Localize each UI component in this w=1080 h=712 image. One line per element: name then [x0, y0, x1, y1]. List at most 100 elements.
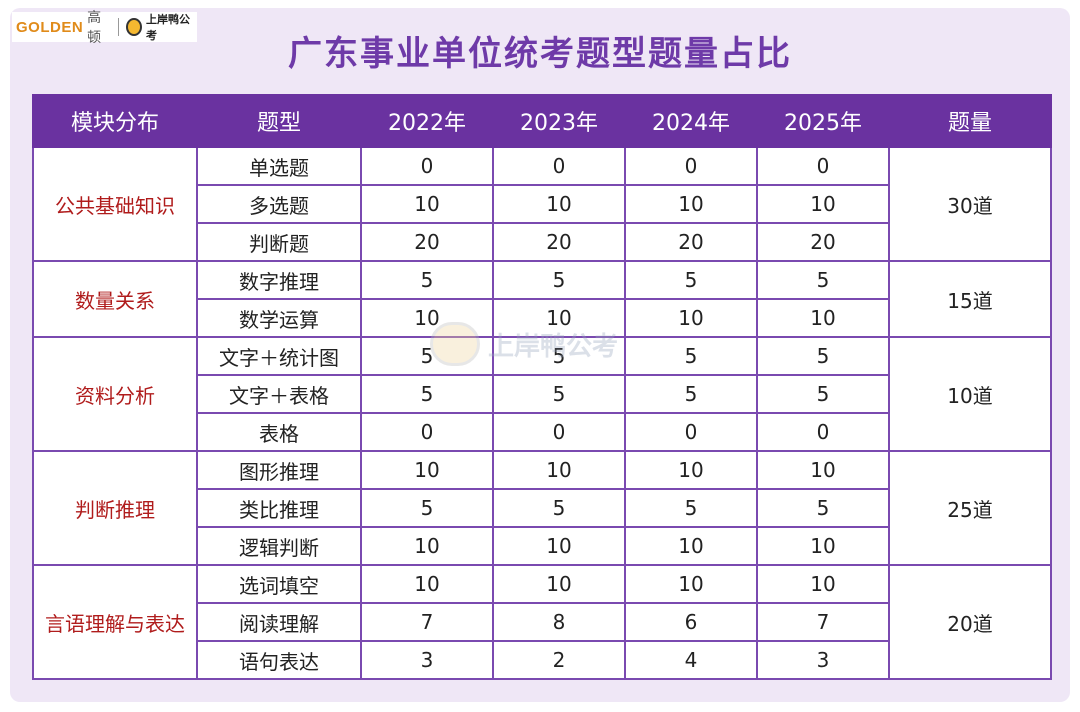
year-count-cell: 0: [360, 412, 494, 452]
year-count-cell: 20: [624, 222, 758, 262]
year-count-cell: 0: [492, 146, 626, 186]
question-type-cell: 单选题: [196, 146, 362, 186]
year-count-cell: 10: [624, 450, 758, 490]
year-count-cell: 5: [624, 374, 758, 414]
table-row: 数量关系 数字推理 5 5 5 5 15道: [32, 260, 1052, 338]
year-count-cell: 0: [756, 412, 890, 452]
year-count-cell: 5: [624, 336, 758, 376]
year-count-cell: 10: [360, 564, 494, 604]
question-type-cell: 图形推理: [196, 450, 362, 490]
year-count-cell: 5: [492, 336, 626, 376]
year-count-cell: 5: [360, 374, 494, 414]
duck-logo-icon: [125, 18, 142, 36]
header-type: 题型: [196, 94, 362, 148]
year-count-cell: 5: [360, 488, 494, 528]
year-count-cell: 5: [756, 488, 890, 528]
header-module: 模块分布: [32, 94, 198, 148]
table-row: 数学运算 10 10 10 10: [33, 298, 1051, 338]
table-row: 阅读理解 7 8 6 7: [33, 602, 1051, 642]
total-cell: 30道: [888, 146, 1052, 262]
year-count-cell: 6: [624, 602, 758, 642]
year-count-cell: 10: [624, 298, 758, 338]
table-row: 语句表达 3 2 4 3: [33, 640, 1051, 680]
year-count-cell: 5: [756, 374, 890, 414]
table-header-row: 模块分布 题型 2022年 2023年 2024年 2025年 题量: [32, 94, 1052, 148]
table-row: 文字＋表格 5 5 5 5: [33, 374, 1051, 414]
logo-brand: GOLDEN: [16, 18, 84, 36]
page-title: 广东事业单位统考题型题量占比: [288, 34, 792, 74]
logo-separator: [118, 18, 119, 36]
table-row: 类比推理 5 5 5 5: [33, 488, 1051, 528]
year-count-cell: 5: [624, 488, 758, 528]
total-cell: 10道: [888, 336, 1052, 452]
year-count-cell: 5: [360, 260, 494, 300]
module-cell: 资料分析: [32, 336, 198, 452]
question-type-cell: 判断题: [196, 222, 362, 262]
year-count-cell: 0: [624, 146, 758, 186]
question-type-cell: 文字＋表格: [196, 374, 362, 414]
table-row: 逻辑判断 10 10 10 10: [33, 526, 1051, 566]
header-2022: 2022年: [360, 94, 494, 148]
year-count-cell: 20: [492, 222, 626, 262]
total-cell: 15道: [888, 260, 1052, 338]
module-cell: 公共基础知识: [32, 146, 198, 262]
table-row: 公共基础知识 单选题 0 0 0 0 30道: [32, 146, 1052, 262]
question-type-cell: 数字推理: [196, 260, 362, 300]
year-count-cell: 8: [492, 602, 626, 642]
table-row: 判断推理 图形推理 10 10 10 10 25道: [32, 450, 1052, 566]
year-count-cell: 10: [756, 450, 890, 490]
header-total: 题量: [888, 94, 1052, 148]
logo-brand-cn: 高顿: [87, 10, 102, 46]
question-type-cell: 表格: [196, 412, 362, 452]
table-row: 表格 0 0 0 0: [33, 412, 1051, 452]
question-type-cell: 语句表达: [196, 640, 362, 680]
question-type-cell: 阅读理解: [196, 602, 362, 642]
total-cell: 25道: [888, 450, 1052, 566]
question-type-cell: 数学运算: [196, 298, 362, 338]
module-cell: 言语理解与表达: [32, 564, 198, 680]
question-type-cell: 文字＋统计图: [196, 336, 362, 376]
year-count-cell: 10: [360, 450, 494, 490]
year-count-cell: 10: [492, 184, 626, 224]
year-count-cell: 20: [756, 222, 890, 262]
year-count-cell: 4: [624, 640, 758, 680]
question-table: 模块分布 题型 2022年 2023年 2024年 2025年 题量 公共基础知…: [32, 94, 1052, 680]
module-cell: 判断推理: [32, 450, 198, 566]
year-count-cell: 10: [624, 184, 758, 224]
year-count-cell: 0: [756, 146, 890, 186]
table-row: 多选题 10 10 10 10: [33, 184, 1051, 224]
year-count-cell: 7: [360, 602, 494, 642]
year-count-cell: 2: [492, 640, 626, 680]
year-count-cell: 5: [624, 260, 758, 300]
year-count-cell: 5: [492, 260, 626, 300]
question-type-cell: 多选题: [196, 184, 362, 224]
year-count-cell: 7: [756, 602, 890, 642]
year-count-cell: 10: [492, 450, 626, 490]
year-count-cell: 10: [360, 526, 494, 566]
logo: GOLDEN 高顿 上岸鸭公考: [12, 10, 197, 46]
year-count-cell: 10: [360, 184, 494, 224]
question-type-cell: 逻辑判断: [196, 526, 362, 566]
question-type-cell: 类比推理: [196, 488, 362, 528]
year-count-cell: 0: [360, 146, 494, 186]
table-row: 言语理解与表达 选词填空 10 10 10 10 20道: [32, 564, 1052, 680]
year-count-cell: 0: [624, 412, 758, 452]
year-count-cell: 5: [360, 336, 494, 376]
year-count-cell: 5: [492, 488, 626, 528]
year-count-cell: 3: [756, 640, 890, 680]
year-count-cell: 10: [492, 526, 626, 566]
year-count-cell: 10: [756, 298, 890, 338]
year-count-cell: 5: [756, 260, 890, 300]
module-cell: 数量关系: [32, 260, 198, 338]
total-cell: 20道: [888, 564, 1052, 680]
year-count-cell: 10: [492, 564, 626, 604]
year-count-cell: 10: [360, 298, 494, 338]
year-count-cell: 10: [756, 564, 890, 604]
header-2025: 2025年: [756, 94, 890, 148]
year-count-cell: 10: [624, 526, 758, 566]
table-body: 公共基础知识 单选题 0 0 0 0 30道 多选题 10 10 10 10 判断题 20 20 20 20 数量…: [32, 146, 1052, 680]
year-count-cell: 10: [756, 184, 890, 224]
logo-partner: 上岸鸭公考: [145, 13, 190, 42]
header-2023: 2023年: [492, 94, 626, 148]
table-row: 判断题 20 20 20 20: [33, 222, 1051, 262]
